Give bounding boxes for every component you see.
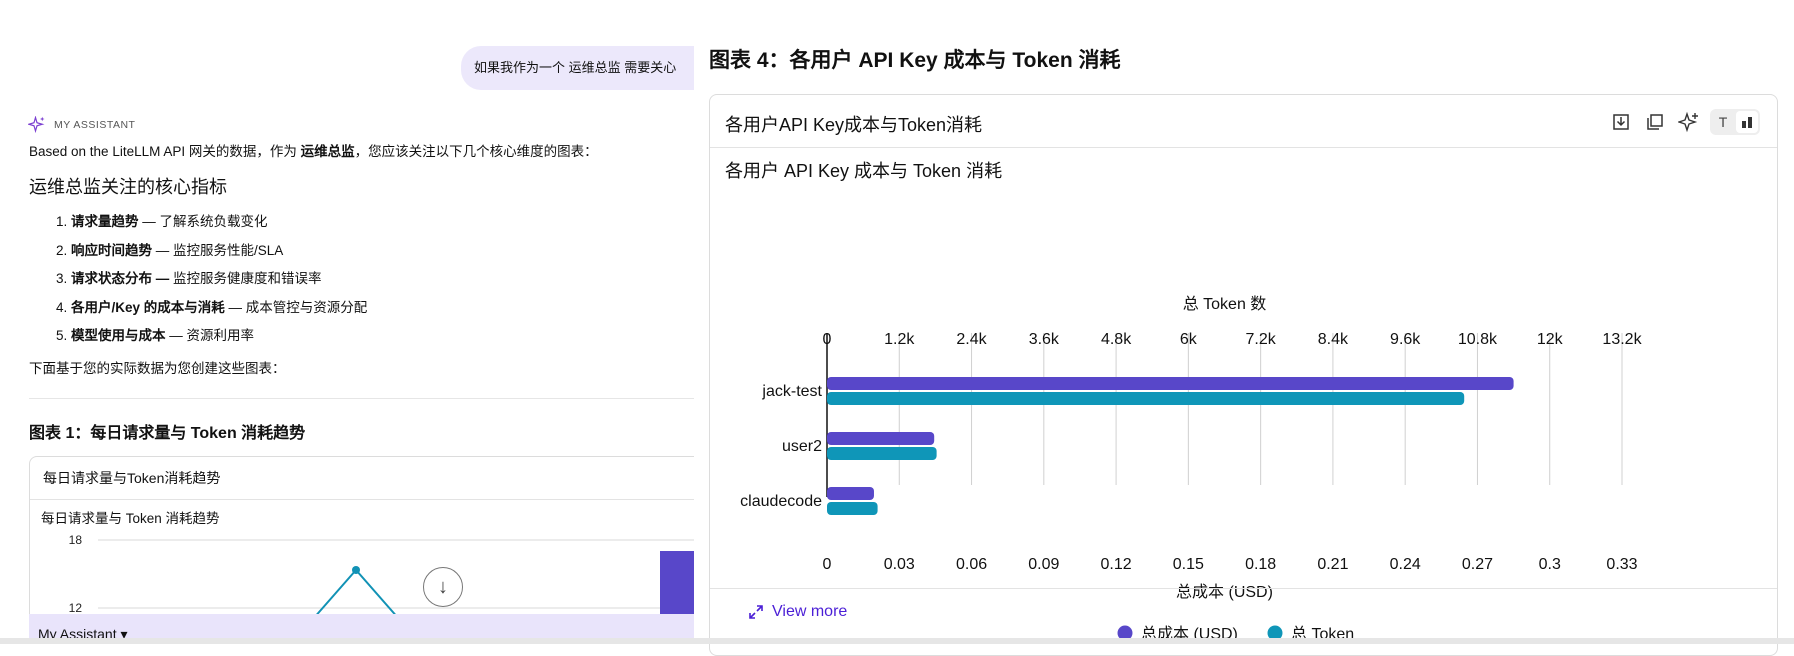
metrics-list: 请求量趋势 — 了解系统负载变化 响应时间趋势 — 监控服务性能/SLA 请求状… — [55, 208, 367, 351]
metric-name: 请求状态分布 — — [71, 271, 170, 286]
bottom-tick-label: 0.03 — [884, 556, 915, 573]
top-tick-label: 1.2k — [884, 331, 915, 348]
top-tick-label: 4.8k — [1101, 331, 1132, 348]
caret-down-icon: ▾ — [120, 626, 128, 642]
top-tick-label: 3.6k — [1029, 331, 1060, 348]
top-tick-label: 9.6k — [1390, 331, 1421, 348]
bottom-tick-label: 0.24 — [1390, 556, 1421, 573]
figure1-chart-title: 每日请求量与 Token 消耗趋势 — [41, 511, 220, 526]
list-item: 请求量趋势 — 了解系统负载变化 — [71, 208, 367, 237]
download-icon[interactable] — [1608, 109, 1634, 135]
list-item: 各用户/Key 的成本与消耗 — 成本管控与资源分配 — [71, 294, 367, 323]
chart-view-icon[interactable] — [1736, 111, 1758, 133]
category-label: claudecode — [740, 493, 822, 510]
chart-title: 各用户 API Key 成本与 Token 消耗 — [725, 161, 1003, 181]
bottom-tick-label: 0.21 — [1317, 556, 1348, 573]
assistant-intro: Based on the LiteLLM API 网关的数据，作为 运维总监，您… — [29, 140, 598, 160]
top-tick-label: 10.8k — [1458, 331, 1498, 348]
bottom-axis-label: 总成本 (USD) — [1176, 583, 1273, 601]
metric-desc: — 资源利用率 — [165, 328, 255, 343]
bar — [827, 377, 1514, 390]
metric-desc: — 了解系统负载变化 — [138, 214, 268, 229]
intro-prefix: Based on the LiteLLM API 网关的数据，作为 — [29, 144, 301, 159]
figure1-card-header: 每日请求量与Token消耗趋势 — [30, 457, 694, 500]
intro-bold: 运维总监 — [300, 144, 355, 159]
y-tick-label: 12 — [69, 601, 83, 615]
category-label: user2 — [782, 438, 822, 455]
bottom-tick-label: 0.12 — [1101, 556, 1132, 573]
metric-desc: — 成本管控与资源分配 — [224, 299, 368, 315]
bar — [827, 447, 937, 460]
top-tick-label: 12k — [1537, 331, 1564, 348]
below-text: 下面基于您的实际数据为您创建这些图表： — [29, 361, 286, 376]
divider — [29, 398, 694, 399]
top-axis-label: 总 Token 数 — [1183, 295, 1267, 313]
figure1-card: 每日请求量与Token消耗趋势 每日请求量与 Token 消耗趋势 18 12 — [29, 456, 694, 644]
view-more-label: View more — [772, 603, 848, 620]
figure4-card-header: 各用户API Key成本与Token消耗 T — [710, 95, 1777, 148]
chat-panel: 如果我作为一个 运维总监 需要关心 MY ASSISTANT Based on … — [0, 0, 694, 644]
bar — [827, 392, 1465, 405]
category-label: jack-test — [761, 383, 822, 400]
metric-name: 模型使用与成本 — [71, 328, 166, 343]
top-tick-label: 8.4k — [1318, 331, 1349, 348]
bottom-scrollbar — [0, 638, 1794, 644]
list-item: 模型使用与成本 — 资源利用率 — [71, 322, 367, 351]
top-tick-label: 7.2k — [1246, 331, 1277, 348]
ai-edit-icon[interactable] — [1676, 109, 1702, 135]
bar-chart: 总 Token 数 0 1.2k 2.4k 3.6k 4.8k 6k 7.2k 8.4k 9.6k… — [740, 295, 1642, 643]
card-toolbar: T — [1608, 109, 1760, 135]
bottom-tick-label: 0.06 — [956, 556, 987, 573]
expand-icon — [749, 605, 763, 619]
top-tick-label: 6k — [1180, 331, 1198, 348]
figure4-card-title: 各用户API Key成本与Token消耗 — [725, 115, 983, 135]
bottom-tick-label: 0.27 — [1462, 556, 1493, 573]
list-item: 请求状态分布 — 监控服务健康度和错误率 — [71, 265, 367, 294]
bottom-tick-label: 0.09 — [1028, 556, 1059, 573]
bottom-tick-label: 0.33 — [1606, 556, 1637, 573]
legend-marker — [1267, 625, 1283, 641]
user-message-bubble: 如果我作为一个 运维总监 需要关心 — [461, 46, 694, 90]
view-toggle: T — [1710, 109, 1760, 135]
card-footer-divider — [710, 588, 1777, 589]
figure4-title: 图表 4：各用户 API Key 成本与 Token 消耗 — [709, 49, 1121, 72]
bar — [827, 432, 935, 445]
assistant-label: MY ASSISTANT — [54, 119, 136, 131]
arrow-down-icon: ↓ — [438, 575, 448, 598]
assistant-header: MY ASSISTANT — [28, 116, 135, 134]
metric-desc: 监控服务健康度和错误率 — [169, 271, 322, 286]
bottom-tick-label: 0.15 — [1173, 556, 1204, 573]
metric-desc: — 监控服务性能/SLA — [152, 242, 284, 258]
top-tick-label: 2.4k — [956, 331, 987, 348]
copy-icon[interactable] — [1642, 109, 1668, 135]
figure1-title: 图表 1：每日请求量与 Token 消耗趋势 — [29, 425, 306, 442]
line-series — [312, 568, 400, 620]
data-point — [352, 566, 360, 574]
list-item: 响应时间趋势 — 监控服务性能/SLA — [71, 237, 367, 266]
bar — [827, 487, 874, 500]
y-tick-label: 18 — [69, 533, 83, 547]
bottom-tick-label: 0 — [823, 556, 832, 573]
metric-name: 请求量趋势 — [71, 214, 139, 229]
metric-name: 响应时间趋势 — [71, 242, 152, 258]
bottom-tick-label: 0.18 — [1245, 556, 1276, 573]
figure-panel: 图表 4：各用户 API Key 成本与 Token 消耗 各用户API Key… — [694, 0, 1794, 656]
intro-suffix: ，您应该关注以下几个核心维度的图表： — [354, 144, 598, 159]
bottom-tick-label: 0.3 — [1539, 556, 1561, 573]
metric-name: 各用户/Key 的成本与消耗 — [71, 299, 225, 315]
text-view-icon[interactable]: T — [1718, 114, 1728, 130]
section-heading: 运维总监关注的核心指标 — [29, 177, 227, 197]
legend-marker — [1117, 625, 1133, 641]
scroll-down-button[interactable]: ↓ — [423, 567, 463, 607]
top-tick-label: 13.2k — [1602, 331, 1642, 348]
figure4-card: 各用户API Key成本与Token消耗 T 各用户 — [709, 94, 1778, 656]
view-more-link[interactable]: View more — [748, 603, 847, 621]
bar — [827, 502, 878, 515]
sparkle-icon — [28, 116, 45, 134]
